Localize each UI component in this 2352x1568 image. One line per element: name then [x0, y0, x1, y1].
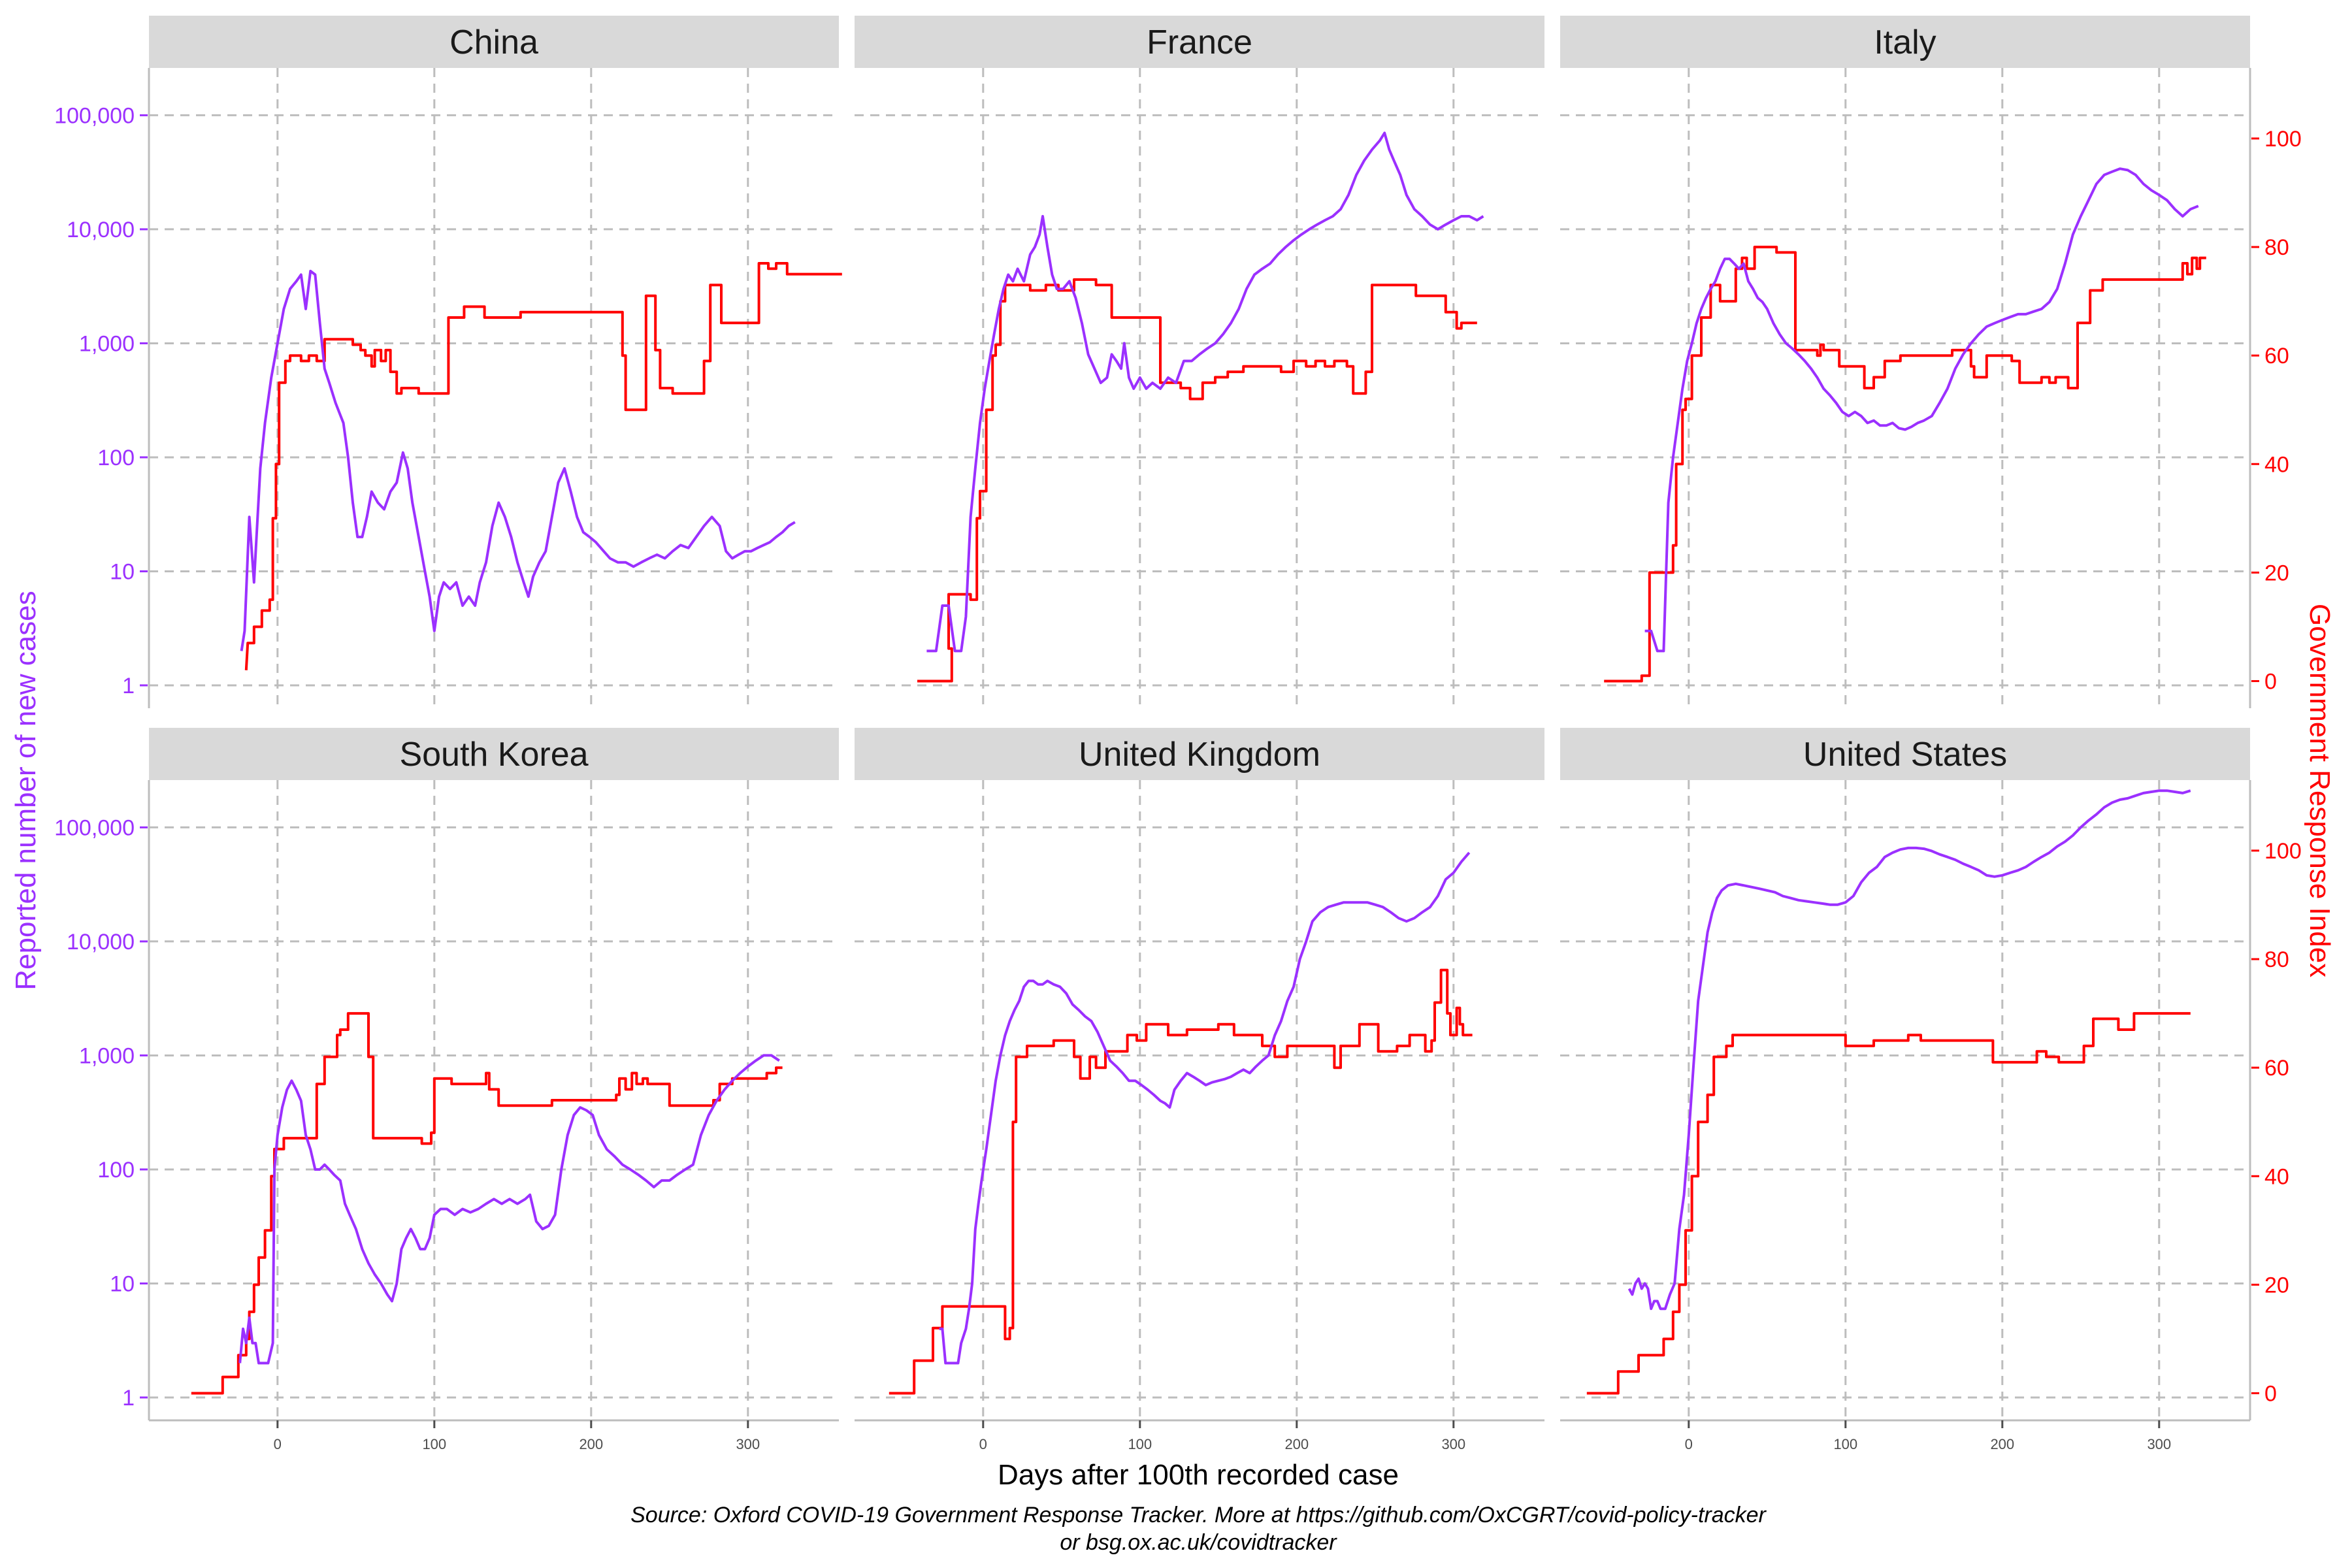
facet-title: China — [449, 24, 538, 61]
facet-strip — [149, 16, 839, 68]
panel-china: China — [149, 16, 842, 708]
series-line-government-response-index — [1586, 1012, 2191, 1395]
x-tick-label: 200 — [1284, 1436, 1309, 1452]
left-tick-label: 10 — [110, 559, 135, 584]
x-tick-label: 200 — [579, 1436, 603, 1452]
facet-title: Italy — [1874, 24, 1936, 61]
series-line-government-response-index — [889, 968, 1473, 1395]
panel-italy: Italy — [1560, 16, 2250, 708]
series-line-government-response-index — [244, 262, 842, 671]
x-tick-label: 100 — [1128, 1436, 1152, 1452]
panel-united-kingdom: United Kingdom — [855, 728, 1544, 1420]
right-axis-ticks: 0 20 40 60 80 100 0 20 40 60 80 100 — [2249, 68, 2302, 1420]
facet-strip — [855, 16, 1544, 68]
right-tick-label: 100 — [2264, 127, 2302, 152]
x-tick-label: 0 — [979, 1436, 987, 1452]
source-caption-line-1: Source: Oxford COVID-19 Government Respo… — [630, 1503, 1767, 1527]
x-tick-label: 100 — [422, 1436, 446, 1452]
x-tick-label: 100 — [1833, 1436, 1857, 1452]
x-tick-label: 200 — [1990, 1436, 2014, 1452]
x-tick-label: 0 — [1685, 1436, 1693, 1452]
right-tick-label: 20 — [2264, 1273, 2289, 1298]
right-tick-label: 20 — [2264, 561, 2289, 585]
panel-south-korea: South Korea — [149, 728, 839, 1420]
left-axis-title: Reported number of new cases — [10, 591, 42, 990]
right-tick-label: 40 — [2264, 1164, 2289, 1189]
x-axis-title: Days after 100th recorded case — [998, 1459, 1399, 1491]
series-line-government-response-index — [917, 278, 1477, 683]
facet-title: United Kingdom — [1079, 736, 1320, 774]
facet-strip — [855, 728, 1544, 780]
series-line-new-cases — [926, 131, 1484, 653]
series-line-new-cases — [240, 269, 796, 651]
left-tick-label: 100,000 — [54, 103, 135, 128]
right-tick-label: 80 — [2264, 235, 2289, 260]
x-axis-ticks: 0 100 200 300 0 100 200 300 0 100 200 300 — [149, 1419, 2250, 1452]
panel-france: France — [855, 16, 1544, 708]
right-tick-label: 60 — [2264, 1056, 2289, 1081]
right-tick-label: 80 — [2264, 947, 2289, 972]
series-line-new-cases — [238, 1054, 780, 1365]
facet-strip — [1560, 16, 2250, 68]
right-axis-title: Government Response Index — [2304, 604, 2336, 977]
left-tick-label: 1 — [122, 674, 135, 698]
series-line-government-response-index — [191, 1012, 783, 1395]
left-tick-label: 10 — [110, 1271, 135, 1296]
series-line-government-response-index — [1604, 246, 2206, 683]
left-axis-ticks: 1 10 100 1,000 10,000 100,000 1 10 100 1,000 10,00… — [54, 68, 150, 1420]
x-tick-label: 300 — [736, 1436, 760, 1452]
facet-title: United States — [1803, 736, 2007, 774]
left-tick-label: 1,000 — [79, 1043, 135, 1068]
panel-united-states: United States — [1560, 728, 2250, 1420]
facet-title: France — [1147, 24, 1252, 61]
source-caption-line-2: or bsg.ox.ac.uk/covidtracker — [1060, 1530, 1337, 1555]
left-tick-label: 10,000 — [67, 218, 135, 242]
right-tick-label: 0 — [2264, 669, 2277, 694]
left-tick-label: 100 — [97, 1158, 135, 1183]
right-tick-label: 40 — [2264, 452, 2289, 477]
right-tick-label: 100 — [2264, 839, 2302, 864]
right-tick-label: 60 — [2264, 344, 2289, 368]
left-tick-label: 100 — [97, 446, 135, 470]
x-tick-label: 0 — [274, 1436, 282, 1452]
right-tick-label: 0 — [2264, 1381, 2277, 1406]
facet-strip — [149, 728, 839, 780]
facet-strip — [1560, 728, 2250, 780]
series-line-new-cases — [1644, 167, 2199, 653]
left-tick-label: 1,000 — [79, 331, 135, 356]
x-tick-label: 300 — [1441, 1436, 1465, 1452]
series-line-new-cases — [1627, 789, 2191, 1311]
left-tick-label: 10,000 — [67, 930, 135, 955]
left-tick-label: 1 — [122, 1386, 135, 1411]
series-line-new-cases — [939, 851, 1471, 1365]
x-tick-label: 300 — [2147, 1436, 2171, 1452]
facet-title: South Korea — [399, 736, 588, 774]
panels-layer: China France Italy South Korea United Kingdo… — [149, 16, 2250, 1420]
left-tick-label: 100,000 — [54, 815, 135, 840]
